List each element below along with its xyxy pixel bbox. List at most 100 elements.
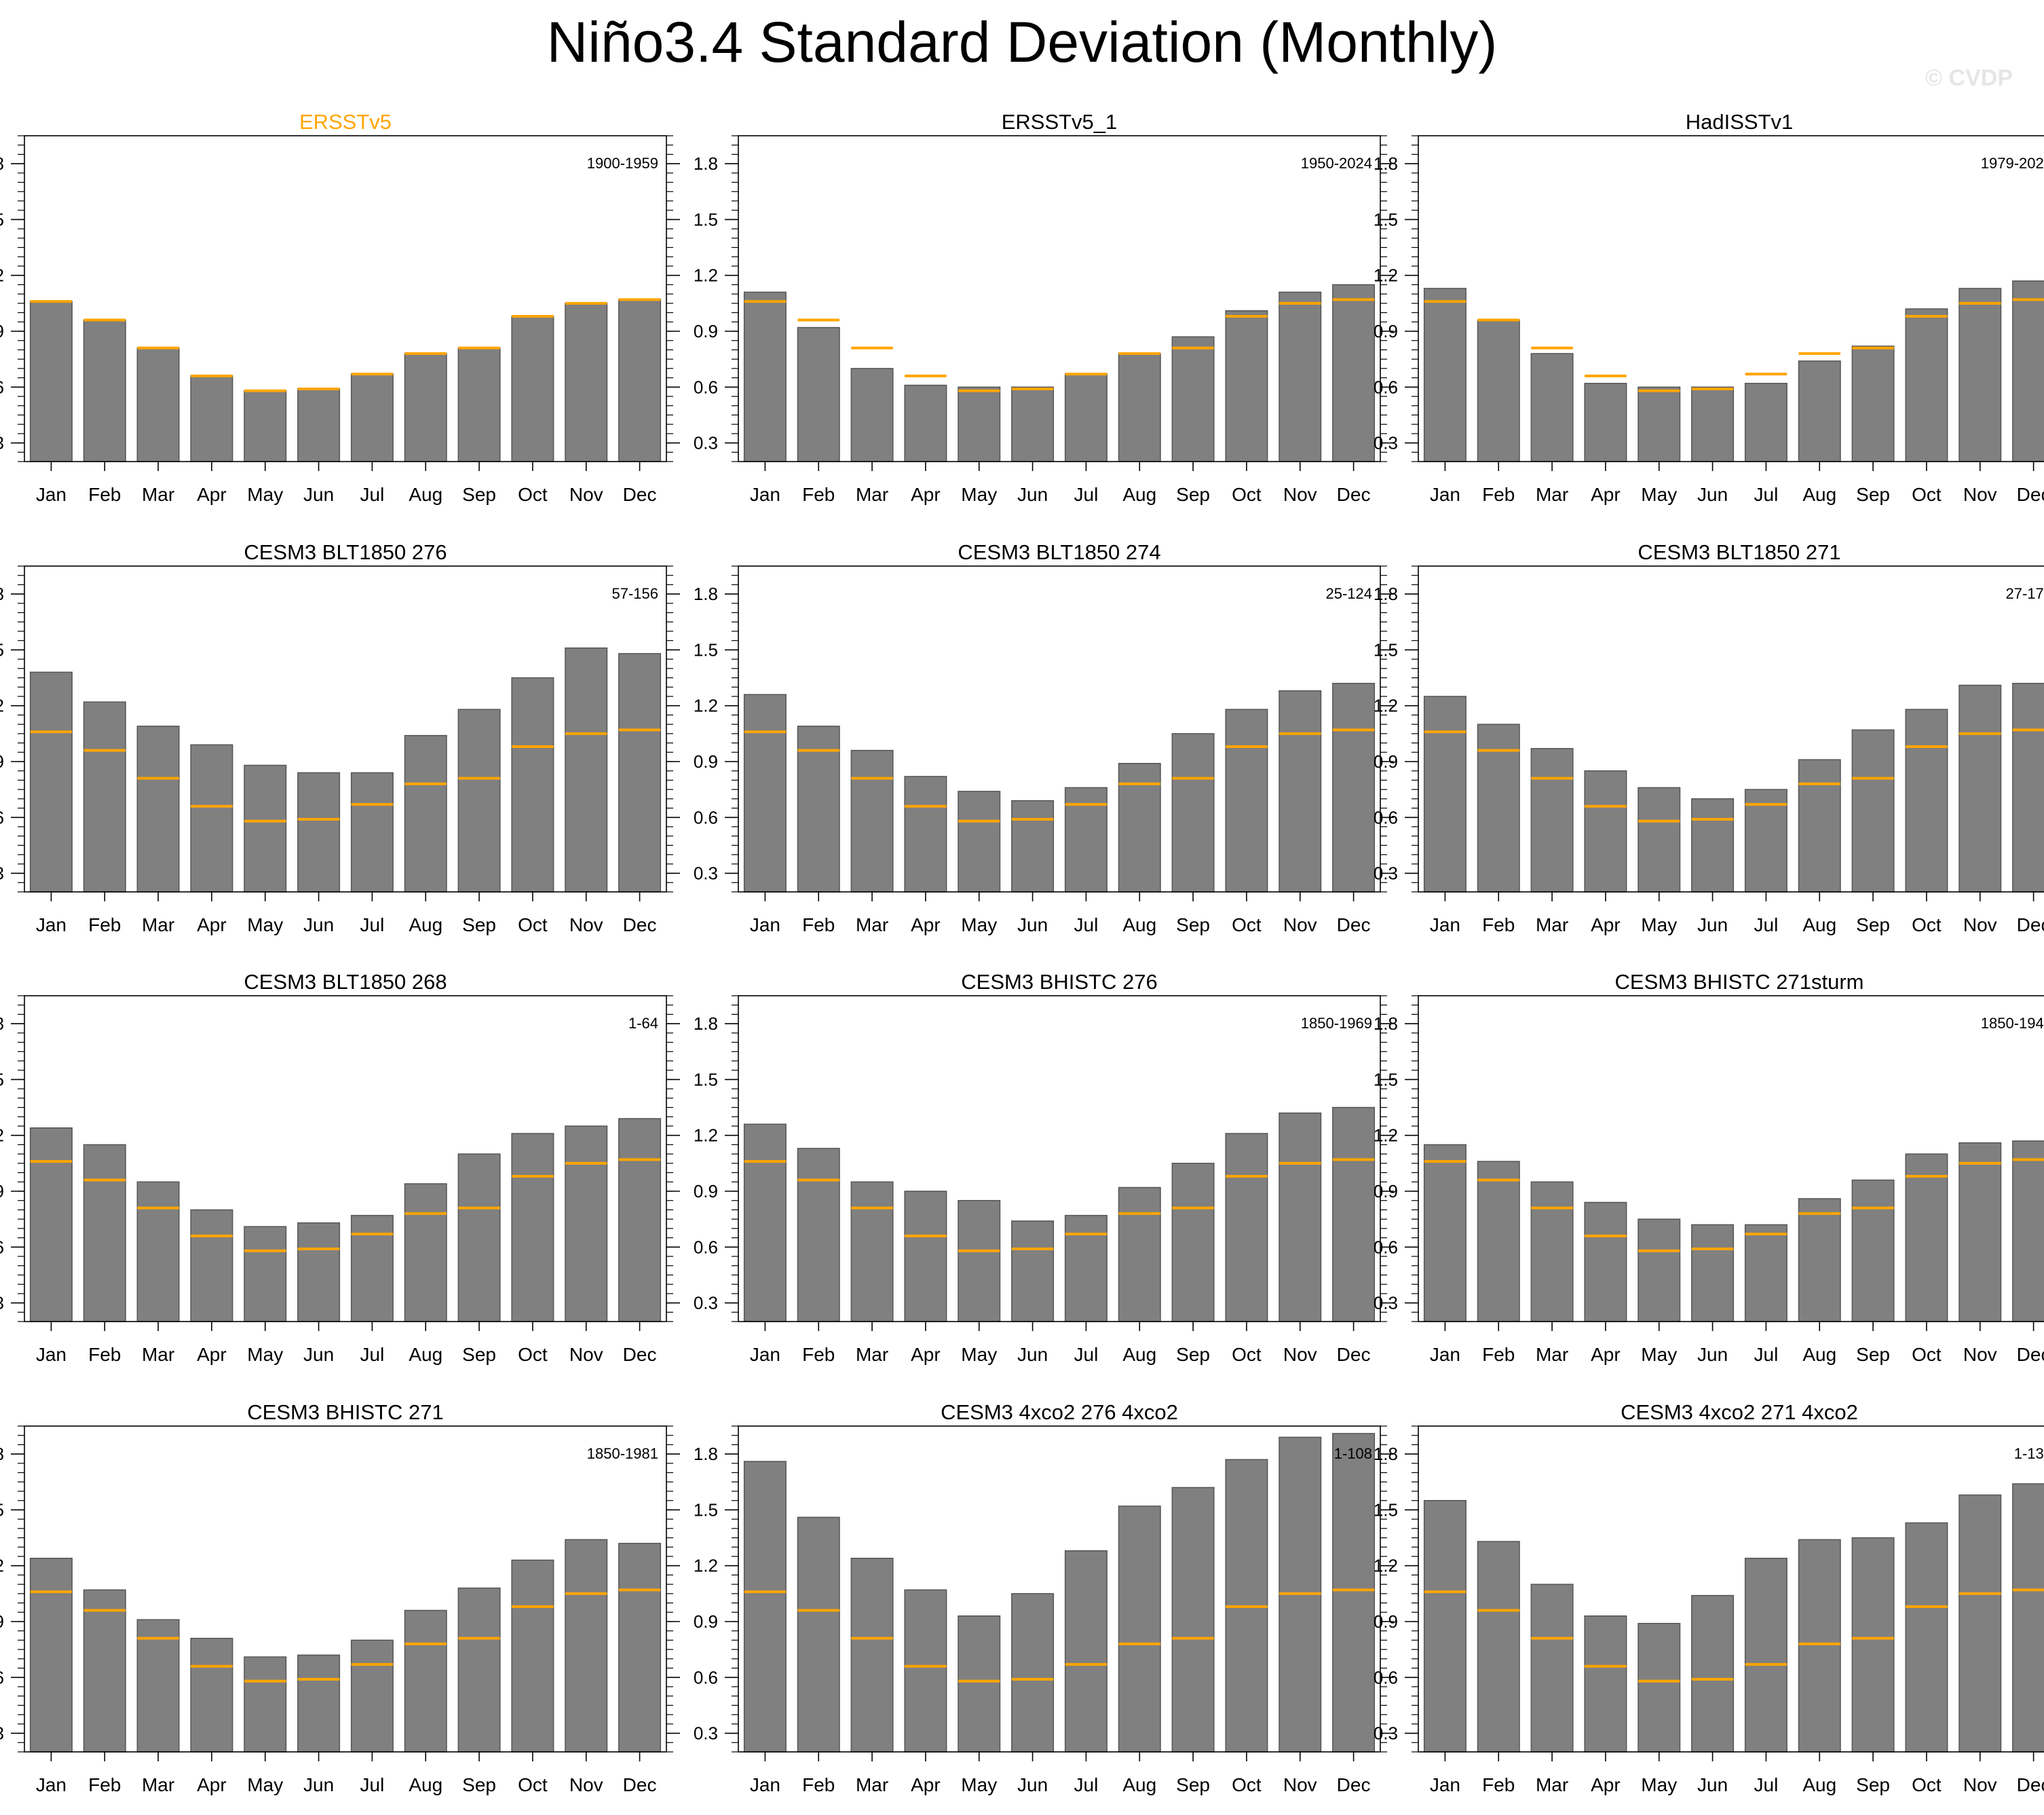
bar-jul xyxy=(350,772,394,893)
x-tick-label: Nov xyxy=(569,1344,603,1365)
x-tick-label: Sep xyxy=(1176,1774,1210,1795)
bar-sep xyxy=(1851,1179,1895,1322)
panel-title: ERSSTv5_1 xyxy=(1002,110,1118,134)
bar-mar xyxy=(850,368,894,462)
y-tick-label: 0.6 xyxy=(694,1237,718,1257)
bar-oct xyxy=(1905,1153,1948,1322)
x-tick-label: Oct xyxy=(518,914,548,935)
bar-dec xyxy=(2012,1140,2044,1322)
bar-aug xyxy=(1798,759,1841,893)
bar-jan xyxy=(743,694,787,893)
y-tick-label: 1.5 xyxy=(1374,1499,1398,1520)
y-tick-label: 0.6 xyxy=(0,807,4,827)
x-tick-label: Apr xyxy=(1591,1344,1621,1365)
bar-mar xyxy=(850,749,894,893)
x-tick-label: Jun xyxy=(1697,484,1728,505)
x-tick-label: Jan xyxy=(1430,1344,1460,1365)
plot-frame xyxy=(24,135,667,462)
bar-jul xyxy=(350,1214,394,1322)
bar-feb xyxy=(797,1516,840,1753)
panel-title: CESM3 BLT1850 276 xyxy=(244,540,447,564)
bar-aug xyxy=(1118,353,1161,462)
x-tick-label: Nov xyxy=(569,1774,603,1795)
period-label: 1850-1981 xyxy=(587,1445,658,1462)
panel-10: CESM3 BHISTC 271 0.3 0.6 0.9 1.2 1.5 1.8 Jan Feb… xyxy=(0,1400,680,1795)
x-tick-label: Feb xyxy=(1482,1344,1515,1365)
x-tick-label: Dec xyxy=(623,1344,657,1365)
y-tick-label: 0.9 xyxy=(0,1611,4,1632)
bar-apr xyxy=(1584,770,1627,893)
x-tick-label: Jun xyxy=(1697,1344,1728,1365)
bar-may xyxy=(1638,1218,1681,1322)
x-tick-label: May xyxy=(961,1774,997,1795)
bar-jul xyxy=(1064,1214,1108,1322)
bar-jul xyxy=(1744,383,1787,462)
bar-aug xyxy=(404,1609,447,1753)
x-tick-label: Dec xyxy=(1337,1774,1371,1795)
bar-may xyxy=(958,386,1001,462)
x-tick-label: Jul xyxy=(1754,1344,1779,1365)
x-tick-label: Nov xyxy=(1283,484,1317,505)
x-tick-label: Oct xyxy=(518,484,548,505)
x-tick-label: Apr xyxy=(197,1344,227,1365)
bar-feb xyxy=(797,1148,840,1322)
bar-feb xyxy=(1477,319,1520,462)
bar-sep xyxy=(457,1587,501,1753)
x-tick-label: Aug xyxy=(409,1774,442,1795)
y-tick-label: 1.8 xyxy=(0,584,4,604)
bar-feb xyxy=(83,1589,126,1753)
bar-dec xyxy=(2012,280,2044,462)
y-tick-label: 0.9 xyxy=(0,1181,4,1201)
x-tick-label: Nov xyxy=(1963,484,1997,505)
x-tick-label: Mar xyxy=(142,484,174,505)
panel-12: CESM3 4xco2 271 4xco2 0.3 0.6 0.9 1.2 1.5 1.8 J… xyxy=(1374,1400,2044,1795)
panel-8: CESM3 BHISTC 276 0.3 0.6 0.9 1.2 1.5 1.8 Jan Feb… xyxy=(694,970,1394,1365)
y-tick-label: 1.2 xyxy=(0,1556,4,1576)
y-tick-label: 0.9 xyxy=(694,751,718,772)
x-tick-label: Jun xyxy=(1697,914,1728,935)
x-tick-label: Jan xyxy=(1430,914,1460,935)
panel-title: CESM3 BHISTC 271sturm xyxy=(1615,970,1864,994)
bar-apr xyxy=(1584,1201,1627,1322)
bar-mar xyxy=(136,1181,180,1322)
plot-frame xyxy=(738,565,1381,893)
x-tick-label: Jul xyxy=(1074,1344,1099,1365)
x-tick-label: Apr xyxy=(197,1774,227,1795)
panel-9: CESM3 BHISTC 271sturm 0.3 0.6 0.9 1.2 1.5 1.8 J… xyxy=(1374,970,2044,1365)
x-tick-label: Sep xyxy=(1176,914,1210,935)
y-tick-label: 0.6 xyxy=(1374,377,1398,397)
x-tick-label: Jan xyxy=(750,914,780,935)
y-tick-label: 1.5 xyxy=(694,209,718,229)
period-label: 1-132 xyxy=(2014,1445,2044,1462)
y-tick-label: 0.3 xyxy=(694,863,718,884)
x-tick-label: Jul xyxy=(1754,1774,1779,1795)
x-tick-label: Jul xyxy=(360,1344,385,1365)
x-tick-label: Apr xyxy=(911,1774,941,1795)
x-tick-label: May xyxy=(961,1344,997,1365)
y-tick-label: 0.3 xyxy=(0,1723,4,1744)
x-tick-label: Nov xyxy=(1963,1774,1997,1795)
bar-apr xyxy=(904,384,947,462)
y-tick-label: 1.2 xyxy=(1374,265,1398,286)
x-tick-label: Mar xyxy=(1536,484,1568,505)
plot-frame xyxy=(738,995,1381,1322)
x-tick-label: Jan xyxy=(36,1774,67,1795)
bar-oct xyxy=(1905,709,1948,893)
x-tick-label: Dec xyxy=(2017,484,2044,505)
x-tick-label: May xyxy=(1641,1344,1677,1365)
y-tick-label: 1.8 xyxy=(694,1013,718,1034)
y-tick-label: 0.9 xyxy=(1374,1181,1398,1201)
bar-nov xyxy=(1958,1494,2002,1753)
x-tick-label: Jul xyxy=(1074,484,1099,505)
x-tick-label: Jan xyxy=(36,1344,67,1365)
bar-feb xyxy=(1477,1541,1520,1753)
panel-title: CESM3 BHISTC 276 xyxy=(961,970,1157,994)
y-tick-label: 1.5 xyxy=(0,209,4,229)
bar-aug xyxy=(1118,1186,1161,1322)
y-tick-label: 1.8 xyxy=(0,1013,4,1034)
panel-title: HadISSTv1 xyxy=(1686,110,1794,134)
x-tick-label: Feb xyxy=(1482,484,1515,505)
x-tick-label: May xyxy=(247,1774,283,1795)
bar-feb xyxy=(797,726,840,893)
x-tick-label: Jun xyxy=(303,1774,334,1795)
